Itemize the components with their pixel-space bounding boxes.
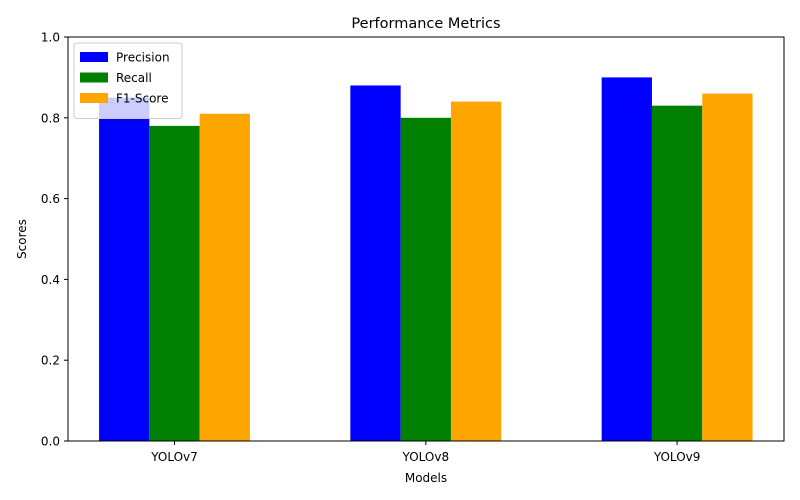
chart-title: Performance Metrics [351,16,500,32]
bars-layer [99,77,753,442]
bar-recall-yolov7 [149,125,200,441]
legend: Precision Recall F1-Score [73,42,183,119]
bar-f1-score-yolov8 [450,101,502,441]
y-tick-label: 0.8 [41,111,60,125]
x-tick-label: YOLOv7 [150,450,198,464]
bar-recall-yolov8 [400,117,451,442]
y-axis-label: Scores [15,219,29,259]
bar-precision-yolov8 [350,85,401,441]
legend-label: Recall [116,71,152,85]
x-axis: YOLOv7 YOLOv8 YOLOv9 [150,441,700,464]
y-tick-label: 0.4 [41,273,60,287]
x-tick-label: YOLOv8 [402,450,450,464]
bar-f1-score-yolov7 [199,113,250,441]
y-tick-label: 0.0 [41,435,60,449]
bar-precision-yolov9 [601,77,652,442]
legend-label: Precision [116,51,170,65]
legend-swatch-precision [80,52,108,62]
x-tick-label: YOLOv9 [653,450,701,464]
y-tick-label: 1.0 [41,31,60,45]
y-tick-label: 0.6 [41,192,60,206]
legend-label: F1-Score [116,92,168,106]
bar-recall-yolov9 [651,105,703,442]
y-axis: 0.0 0.2 0.4 0.6 0.8 1.0 [41,31,68,449]
legend-swatch-recall [80,72,108,83]
x-axis-label: Models [405,471,447,485]
y-tick-label: 0.2 [41,354,60,368]
bar-precision-yolov7 [99,97,150,441]
legend-swatch-f1-score [80,93,108,103]
bar-f1-score-yolov9 [702,93,753,441]
